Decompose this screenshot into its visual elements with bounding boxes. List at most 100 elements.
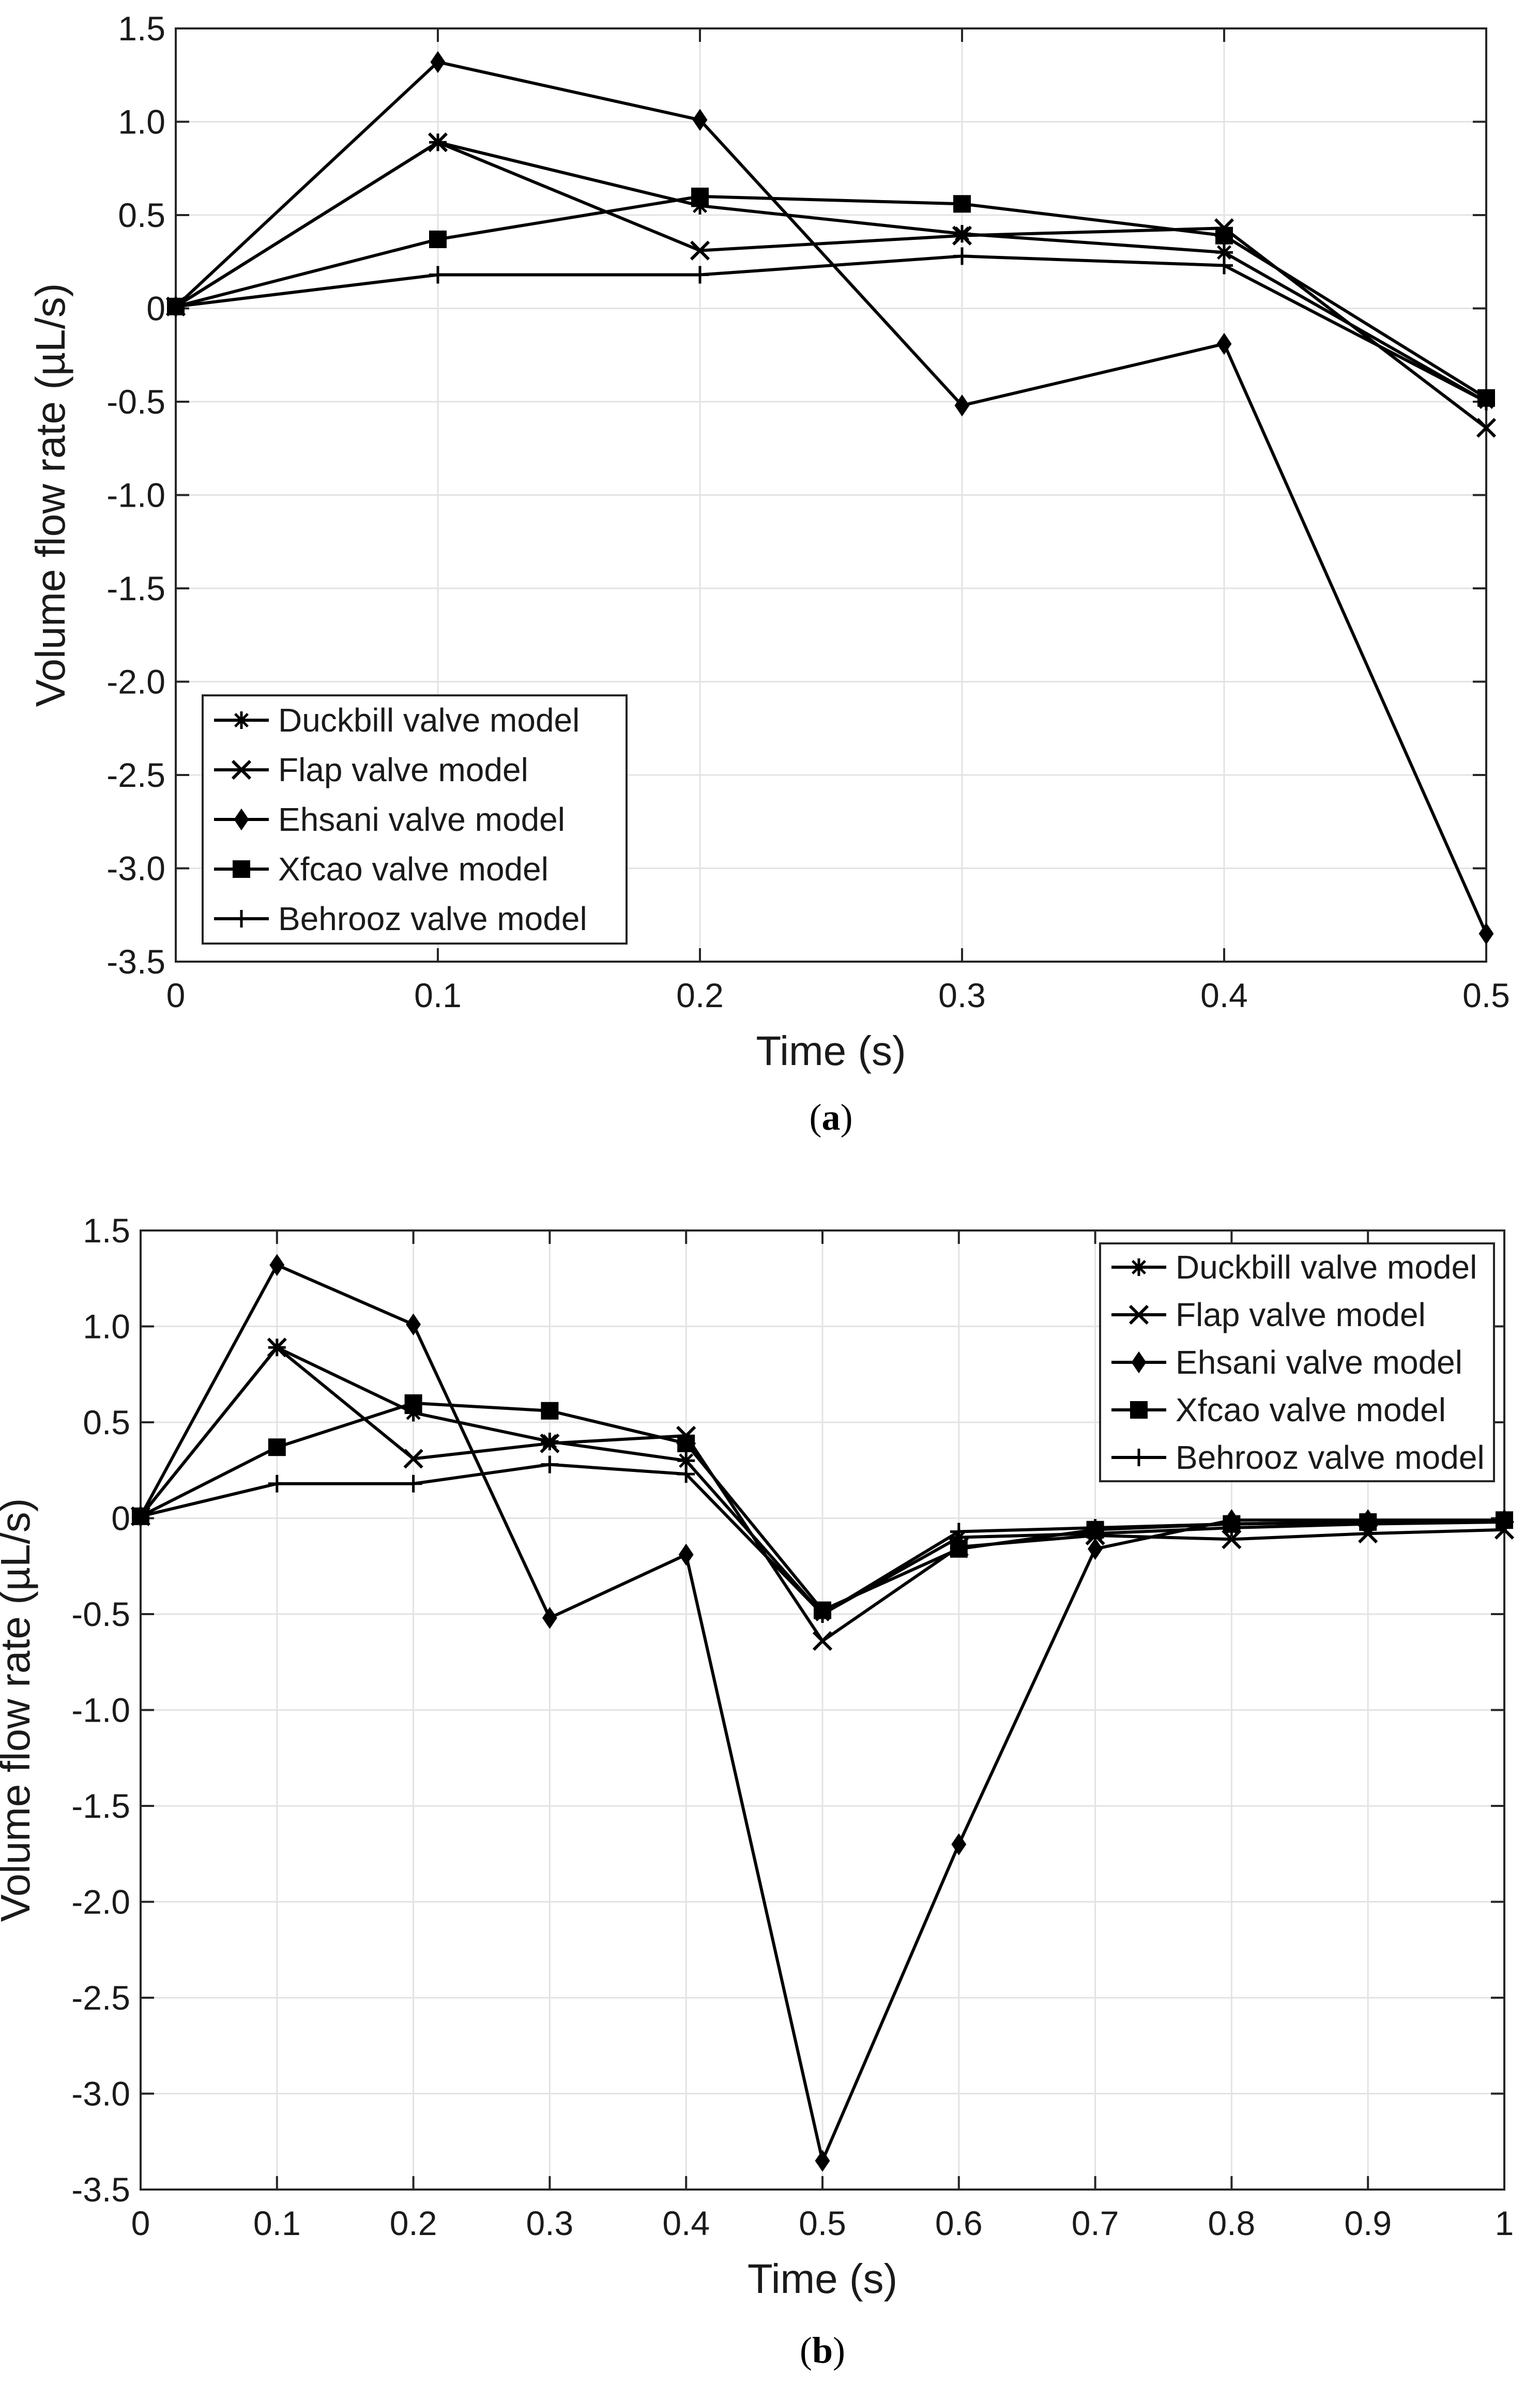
legend-label: Ehsani valve model — [1176, 1344, 1462, 1381]
legend-label: Behrooz valve model — [1176, 1439, 1485, 1476]
y-tick-label: -3.5 — [106, 943, 165, 981]
y-tick-label: -0.5 — [71, 1595, 130, 1633]
legend-label: Duckbill valve model — [1176, 1249, 1477, 1286]
data-point — [954, 394, 970, 417]
legend: Duckbill valve model Flap valve model Ehsa… — [1099, 1242, 1495, 1482]
series-line — [175, 254, 1487, 403]
legend-item: Ehsani valve model — [214, 801, 565, 838]
figure-caption: (a) — [810, 1097, 853, 1138]
legend-box — [202, 694, 628, 945]
data-point — [1478, 922, 1494, 945]
data-point — [1359, 1513, 1377, 1531]
legend-marker — [1129, 1304, 1149, 1325]
data-point — [167, 297, 185, 315]
data-point — [1476, 418, 1497, 438]
legend-label: Behrooz valve model — [278, 900, 587, 937]
y-tick-label: 0.5 — [83, 1403, 130, 1441]
series-plus — [167, 247, 1495, 411]
data-point — [1215, 256, 1233, 275]
data-point — [677, 1452, 695, 1470]
y-axis-label: Volume flow rate (µL/s) — [0, 1498, 38, 1922]
x-tick-label: 0.5 — [1462, 976, 1510, 1014]
data-point — [953, 247, 971, 265]
x-tick-label: 0.7 — [1072, 2204, 1119, 2242]
data-point — [267, 1338, 287, 1358]
x-tick-label: 0.4 — [1200, 976, 1248, 1014]
legend-item: Duckbill valve model — [1111, 1249, 1477, 1286]
x-tick-label: 0.4 — [662, 2204, 710, 2242]
data-point — [812, 1631, 833, 1651]
legend-item: Behrooz valve model — [214, 900, 587, 937]
legend-item: Flap valve model — [214, 751, 528, 788]
data-point — [541, 1455, 559, 1473]
data-point — [1086, 1519, 1104, 1537]
x-tick-label: 0.1 — [253, 2204, 301, 2242]
data-point — [428, 132, 448, 153]
data-point — [541, 1402, 559, 1420]
legend-label: Xfcao valve model — [1176, 1391, 1446, 1428]
legend-label: Flap valve model — [278, 751, 528, 788]
legend-item: Duckbill valve model — [214, 702, 580, 739]
legend-label: Flap valve model — [1176, 1296, 1426, 1333]
data-point — [403, 1449, 423, 1469]
legend-item: Behrooz valve model — [1111, 1439, 1485, 1476]
x-tick-label: 0.2 — [676, 976, 724, 1014]
legend-label: Ehsani valve model — [278, 801, 565, 838]
data-point — [692, 109, 708, 131]
data-point — [430, 51, 446, 73]
x-axis-label: Time (s) — [748, 2256, 897, 2302]
legend-marker — [234, 808, 249, 831]
data-point — [1477, 393, 1495, 411]
data-point — [268, 1438, 286, 1456]
legend-item: Xfcao valve model — [214, 850, 548, 888]
chart-b: 0 0.1 0.2 0.3 0.4 0.5 0.6 0.7 0.8 0.9 11.51.00.50-… — [0, 1211, 1515, 2371]
x-tick-label: 0.5 — [799, 2204, 846, 2242]
data-point — [814, 1605, 831, 1623]
legend-item: Xfcao valve model — [1111, 1391, 1446, 1428]
data-point — [404, 1475, 422, 1493]
legend: Duckbill valve model Flap valve model Ehsa… — [202, 694, 628, 945]
data-point — [404, 1404, 422, 1422]
legend-marker — [1130, 1449, 1148, 1466]
data-point — [1496, 1511, 1513, 1529]
data-point — [1215, 226, 1233, 245]
y-tick-label: -1.0 — [71, 1691, 130, 1729]
data-point — [952, 225, 972, 246]
data-point — [951, 1833, 967, 1856]
series-line — [175, 194, 1487, 400]
series-line — [174, 60, 1488, 935]
y-tick-label: -2.5 — [106, 756, 165, 794]
y-tick-label: 0.5 — [118, 196, 165, 234]
data-point — [429, 266, 447, 284]
data-point — [1088, 1538, 1103, 1560]
legend-marker — [233, 860, 250, 878]
data-point — [406, 1313, 421, 1336]
figure-caption: (b) — [800, 2330, 845, 2371]
y-tick-label: 0 — [111, 1499, 130, 1538]
data-point — [269, 1254, 285, 1276]
y-tick-label: -3.0 — [106, 849, 165, 888]
data-point — [1216, 332, 1232, 355]
legend-marker — [1131, 1351, 1147, 1374]
y-tick-label: -2.0 — [106, 663, 165, 701]
x-tick-label: 0.9 — [1344, 2204, 1392, 2242]
x-tick-label: 0.2 — [390, 2204, 437, 2242]
x-tick-label: 0.3 — [526, 2204, 574, 2242]
legend-item: Flap valve model — [1111, 1296, 1426, 1333]
legend-marker — [231, 759, 252, 780]
data-point — [690, 240, 710, 261]
data-point — [950, 1523, 968, 1541]
chart-a: 0 0.1 0.2 0.3 0.4 0.5 1.5 1.0 0.5 0 -0.5 -1.0 -1.5 -2… — [27, 9, 1510, 1138]
data-point — [691, 266, 709, 284]
y-tick-label: -2.0 — [71, 1883, 130, 1921]
x-tick-label: 0.1 — [414, 976, 462, 1014]
data-point — [1222, 1529, 1242, 1549]
x-tick-label: 0.3 — [938, 976, 986, 1014]
y-tick-label: -3.5 — [71, 2170, 130, 2209]
x-axis-label: Time (s) — [756, 1028, 906, 1074]
data-point — [677, 1465, 695, 1483]
x-tick-label: 0 — [131, 2204, 150, 2242]
data-point — [429, 230, 447, 248]
series-plus — [132, 1455, 1513, 1623]
legend-marker — [1130, 1258, 1148, 1276]
